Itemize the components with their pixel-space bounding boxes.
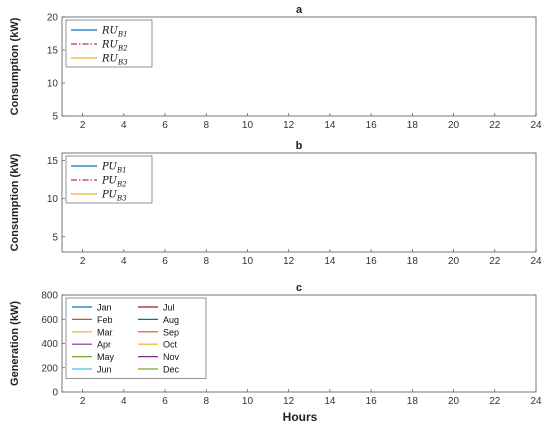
x-tick-label: 8	[203, 396, 209, 407]
x-tick-label: 16	[366, 256, 378, 267]
x-tick-label: 14	[324, 396, 336, 407]
panel-title: b	[296, 140, 303, 152]
y-tick-label: 5	[52, 112, 58, 123]
x-tick-label: 8	[203, 120, 209, 131]
x-tick-label: 4	[121, 396, 127, 407]
x-tick-label: 18	[407, 396, 419, 407]
y-tick-label: 15	[47, 46, 59, 57]
legend-entry-may: May	[97, 352, 115, 362]
panel-title: a	[296, 4, 303, 16]
x-tick-label: 4	[121, 120, 127, 131]
x-axis-label: Hours	[283, 410, 318, 424]
legend-entry-oct: Oct	[163, 340, 178, 350]
x-tick-label: 10	[242, 256, 254, 267]
x-tick-label: 10	[242, 120, 254, 131]
legend-box	[65, 297, 207, 379]
legend-entry-jan: Jan	[97, 303, 112, 313]
x-tick-label: 14	[324, 120, 336, 131]
x-tick-label: 24	[530, 396, 542, 407]
y-axis-label: Consumption (kW)	[9, 153, 21, 251]
y-tick-label: 5	[52, 232, 58, 243]
y-tick-label: 400	[41, 339, 58, 350]
y-tick-label: 15	[47, 156, 59, 167]
chart-panel-c: 2 4 6 8 10 12 14 16 18 20 22 240200400600800cGenera…	[9, 282, 542, 407]
x-tick-label: 6	[162, 120, 168, 131]
legend-entry-jul: Jul	[163, 303, 175, 313]
x-tick-label: 6	[162, 256, 168, 267]
chart-panel-a: 2 4 6 8 10 12 14 16 18 20 22 245101520aConsumption …	[9, 4, 542, 131]
legend-entry-sep: Sep	[163, 327, 179, 337]
x-tick-label: 18	[407, 256, 419, 267]
x-tick-label: 2	[80, 256, 86, 267]
legend: Jan Feb Mar Apr May Jun Jul Aug Sep Oct Nov Dec	[65, 297, 207, 379]
x-tick-label: 8	[203, 256, 209, 267]
x-tick-label: 18	[407, 120, 419, 131]
x-tick-label: 22	[489, 396, 501, 407]
legend-entry-feb: Feb	[97, 315, 113, 325]
x-tick-label: 22	[489, 256, 501, 267]
y-tick-label: 10	[47, 79, 59, 90]
y-tick-label: 0	[52, 388, 58, 399]
y-tick-label: 600	[41, 315, 58, 326]
x-tick-label: 2	[80, 120, 86, 131]
x-tick-label: 14	[324, 256, 336, 267]
x-tick-label: 2	[80, 396, 86, 407]
x-tick-label: 20	[448, 120, 460, 131]
legend-entry-nov: Nov	[163, 352, 180, 362]
y-axis-label: Generation (kW)	[9, 301, 21, 386]
y-tick-label: 200	[41, 363, 58, 374]
x-tick-label: 10	[242, 396, 254, 407]
x-tick-label: 24	[530, 120, 542, 131]
x-tick-label: 16	[366, 120, 378, 131]
y-axis-label: Consumption (kW)	[9, 17, 21, 115]
x-tick-label: 4	[121, 256, 127, 267]
x-tick-label: 16	[366, 396, 378, 407]
x-tick-label: 20	[448, 396, 460, 407]
x-tick-label: 12	[283, 120, 295, 131]
x-tick-label: 24	[530, 256, 542, 267]
y-tick-label: 10	[47, 194, 59, 205]
x-tick-label: 22	[489, 120, 501, 131]
y-tick-label: 800	[41, 291, 58, 302]
panel-title: c	[296, 282, 302, 294]
legend-entry-aug: Aug	[163, 315, 179, 325]
legend-entry-mar: Mar	[97, 327, 113, 337]
legend-entry-apr: Apr	[97, 340, 111, 350]
x-tick-label: 6	[162, 396, 168, 407]
x-tick-label: 20	[448, 256, 460, 267]
x-tick-label: 12	[283, 256, 295, 267]
legend-entry-jun: Jun	[97, 365, 112, 375]
y-tick-label: 20	[47, 13, 59, 24]
legend-entry-dec: Dec	[163, 365, 180, 375]
x-tick-label: 12	[283, 396, 295, 407]
